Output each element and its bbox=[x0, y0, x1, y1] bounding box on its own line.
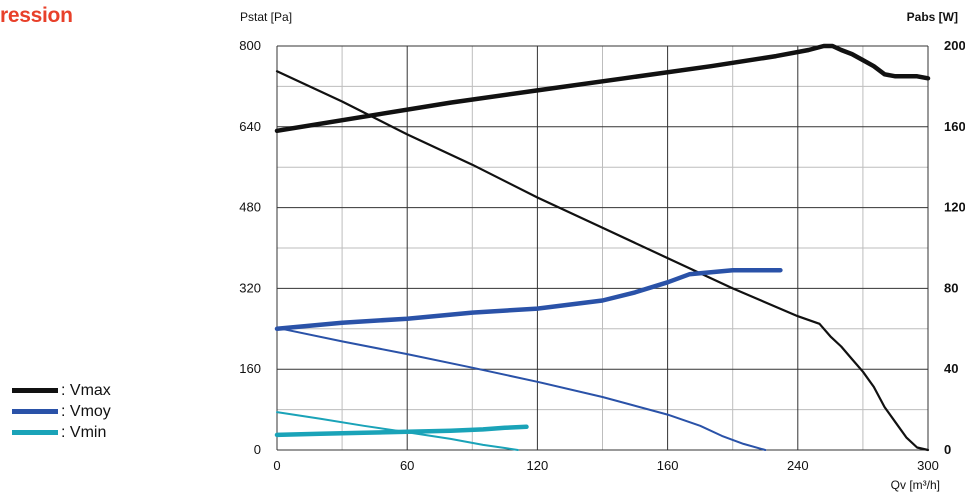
x-tick-label: 120 bbox=[527, 458, 549, 473]
y-left-tick-label: 320 bbox=[239, 280, 261, 295]
grid-minor bbox=[277, 46, 928, 450]
x-tick-label: 240 bbox=[787, 458, 809, 473]
x-axis-label: Qv [m³/h] bbox=[891, 478, 940, 492]
y-left-axis-label: Pstat [Pa] bbox=[240, 10, 292, 24]
y-right-tick-label: 80 bbox=[944, 280, 958, 295]
x-tick-label: 300 bbox=[917, 458, 939, 473]
y-right-tick-label: 120 bbox=[944, 200, 965, 215]
y-right-tick-label: 40 bbox=[944, 361, 958, 376]
y-left-tick-label: 640 bbox=[239, 119, 261, 134]
y-right-tick-label: 160 bbox=[944, 119, 965, 134]
x-tick-label: 0 bbox=[273, 458, 280, 473]
y-left-tick-label: 160 bbox=[239, 361, 261, 376]
y-left-tick-label: 800 bbox=[239, 38, 261, 53]
y-left-tick-label: 480 bbox=[239, 200, 261, 215]
y-right-axis-label: Pabs [W] bbox=[907, 10, 958, 24]
x-tick-label: 60 bbox=[400, 458, 414, 473]
y-right-tick-label: 0 bbox=[944, 442, 951, 457]
series-vmin-pabs bbox=[277, 427, 527, 435]
y-left-tick-label: 0 bbox=[254, 442, 261, 457]
y-right-tick-label: 200 bbox=[944, 38, 965, 53]
series-vmoy-pabs bbox=[277, 270, 780, 329]
x-tick-label: 160 bbox=[657, 458, 679, 473]
